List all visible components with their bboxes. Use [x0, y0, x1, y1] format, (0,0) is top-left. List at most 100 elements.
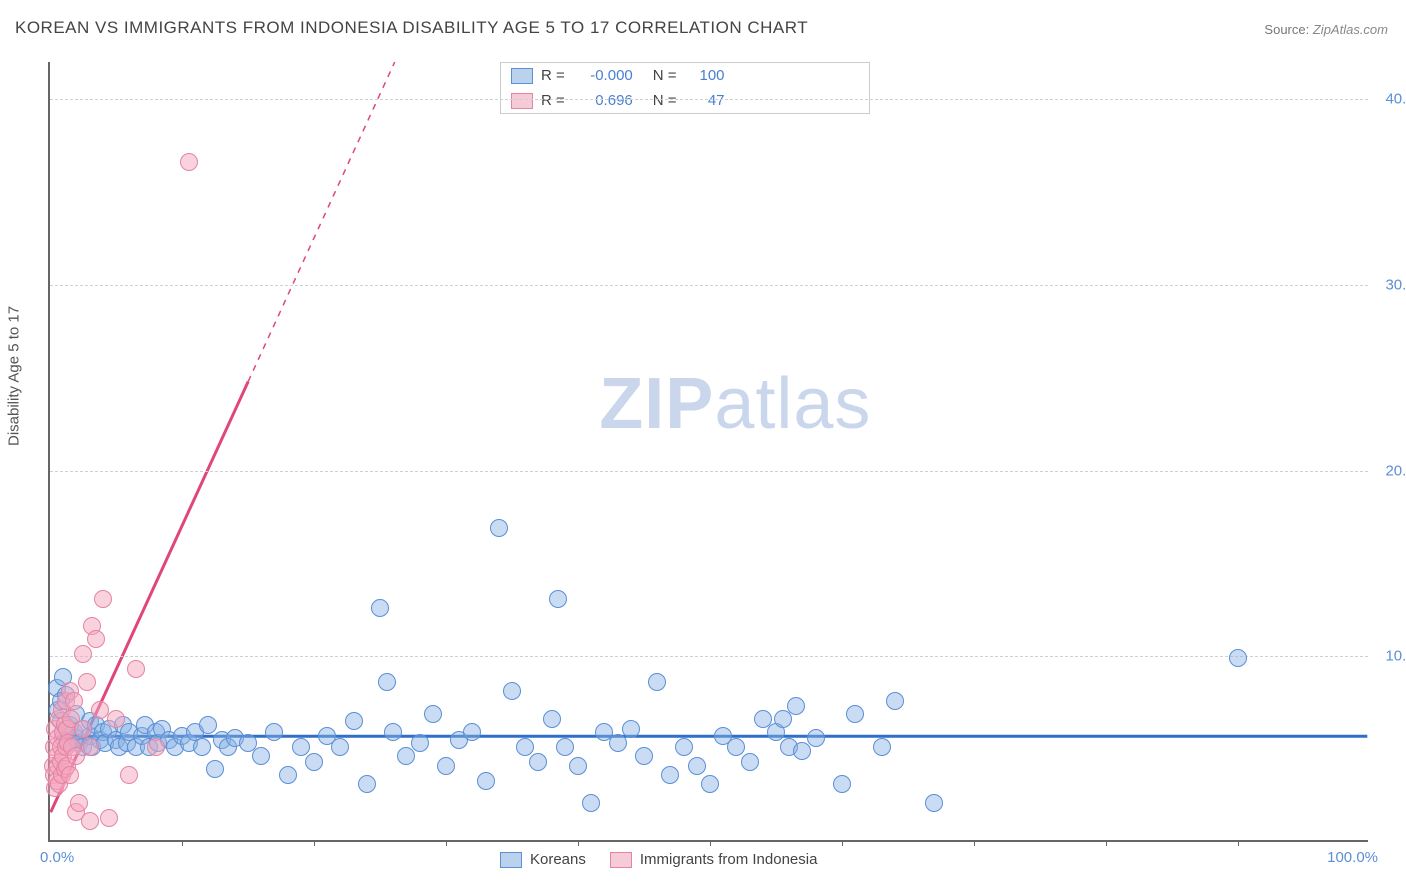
legend-item-koreans: Koreans: [500, 851, 586, 868]
y-tick-label: 10.0%: [1373, 648, 1406, 665]
x-tick-mark: [842, 840, 843, 846]
data-point: [384, 723, 402, 741]
watermark-zip: ZIP: [599, 364, 714, 444]
legend-label-koreans: Koreans: [530, 851, 586, 868]
data-point: [833, 775, 851, 793]
r-label: R =: [541, 67, 565, 84]
legend-row-indonesia: R = 0.696 N = 47: [501, 88, 869, 113]
data-point: [661, 766, 679, 784]
data-point: [331, 738, 349, 756]
data-point: [206, 760, 224, 778]
y-axis-label: Disability Age 5 to 17: [6, 306, 23, 446]
trend-line-indonesia-dashed: [248, 62, 395, 382]
data-point: [925, 794, 943, 812]
correlation-legend: R = -0.000 N = 100 R = 0.696 N = 47: [500, 62, 870, 114]
x-tick-mark: [710, 840, 711, 846]
data-point: [688, 757, 706, 775]
data-point: [556, 738, 574, 756]
x-tick-mark: [314, 840, 315, 846]
plot-area: ZIPatlas R = -0.000 N = 100 R = 0.696 N …: [48, 62, 1368, 842]
data-point: [147, 738, 165, 756]
data-point: [727, 738, 745, 756]
chart-title: KOREAN VS IMMIGRANTS FROM INDONESIA DISA…: [15, 18, 808, 38]
data-point: [1229, 649, 1247, 667]
x-tick-max: 100.0%: [1327, 849, 1378, 866]
y-tick-label: 40.0%: [1373, 91, 1406, 108]
watermark: ZIPatlas: [599, 363, 871, 445]
data-point: [265, 723, 283, 741]
x-tick-mark: [1238, 840, 1239, 846]
data-point: [193, 738, 211, 756]
gridline: [50, 99, 1368, 100]
gridline: [50, 285, 1368, 286]
data-point: [424, 705, 442, 723]
data-point: [411, 734, 429, 752]
data-point: [61, 766, 79, 784]
y-tick-label: 30.0%: [1373, 276, 1406, 293]
data-point: [503, 682, 521, 700]
data-point: [74, 720, 92, 738]
data-point: [675, 738, 693, 756]
data-point: [807, 729, 825, 747]
data-point: [846, 705, 864, 723]
x-tick-mark: [182, 840, 183, 846]
data-point: [100, 809, 118, 827]
data-point: [252, 747, 270, 765]
data-point: [279, 766, 297, 784]
data-point: [635, 747, 653, 765]
r-value-koreans: -0.000: [573, 67, 633, 84]
data-point: [490, 519, 508, 537]
data-point: [70, 794, 88, 812]
data-point: [180, 153, 198, 171]
legend-row-koreans: R = -0.000 N = 100: [501, 63, 869, 88]
data-point: [87, 630, 105, 648]
data-point: [529, 753, 547, 771]
r-value-indonesia: 0.696: [573, 92, 633, 109]
source-value: ZipAtlas.com: [1313, 22, 1388, 37]
data-point: [886, 692, 904, 710]
data-point: [741, 753, 759, 771]
data-point: [127, 660, 145, 678]
swatch-blue: [511, 68, 533, 84]
x-tick-mark: [1106, 840, 1107, 846]
data-point: [543, 710, 561, 728]
data-point: [648, 673, 666, 691]
data-point: [463, 723, 481, 741]
r-label: R =: [541, 92, 565, 109]
swatch-pink: [610, 852, 632, 868]
data-point: [345, 712, 363, 730]
n-value-koreans: 100: [685, 67, 725, 84]
data-point: [74, 645, 92, 663]
data-point: [78, 673, 96, 691]
n-label: N =: [653, 67, 677, 84]
y-tick-label: 20.0%: [1373, 462, 1406, 479]
data-point: [94, 590, 112, 608]
series-legend: Koreans Immigrants from Indonesia: [500, 851, 817, 868]
data-point: [873, 738, 891, 756]
data-point: [582, 794, 600, 812]
data-point: [787, 697, 805, 715]
data-point: [701, 775, 719, 793]
data-point: [516, 738, 534, 756]
swatch-pink: [511, 93, 533, 109]
data-point: [81, 812, 99, 830]
trend-lines: [50, 62, 1368, 840]
data-point: [622, 720, 640, 738]
x-tick-min: 0.0%: [40, 849, 74, 866]
data-point: [477, 772, 495, 790]
legend-label-indonesia: Immigrants from Indonesia: [640, 851, 818, 868]
data-point: [378, 673, 396, 691]
n-value-indonesia: 47: [685, 92, 725, 109]
x-tick-mark: [974, 840, 975, 846]
gridline: [50, 656, 1368, 657]
data-point: [569, 757, 587, 775]
data-point: [292, 738, 310, 756]
legend-item-indonesia: Immigrants from Indonesia: [610, 851, 818, 868]
watermark-atlas: atlas: [714, 364, 871, 444]
data-point: [549, 590, 567, 608]
n-label: N =: [653, 92, 677, 109]
x-tick-mark: [446, 840, 447, 846]
data-point: [199, 716, 217, 734]
data-point: [305, 753, 323, 771]
gridline: [50, 471, 1368, 472]
